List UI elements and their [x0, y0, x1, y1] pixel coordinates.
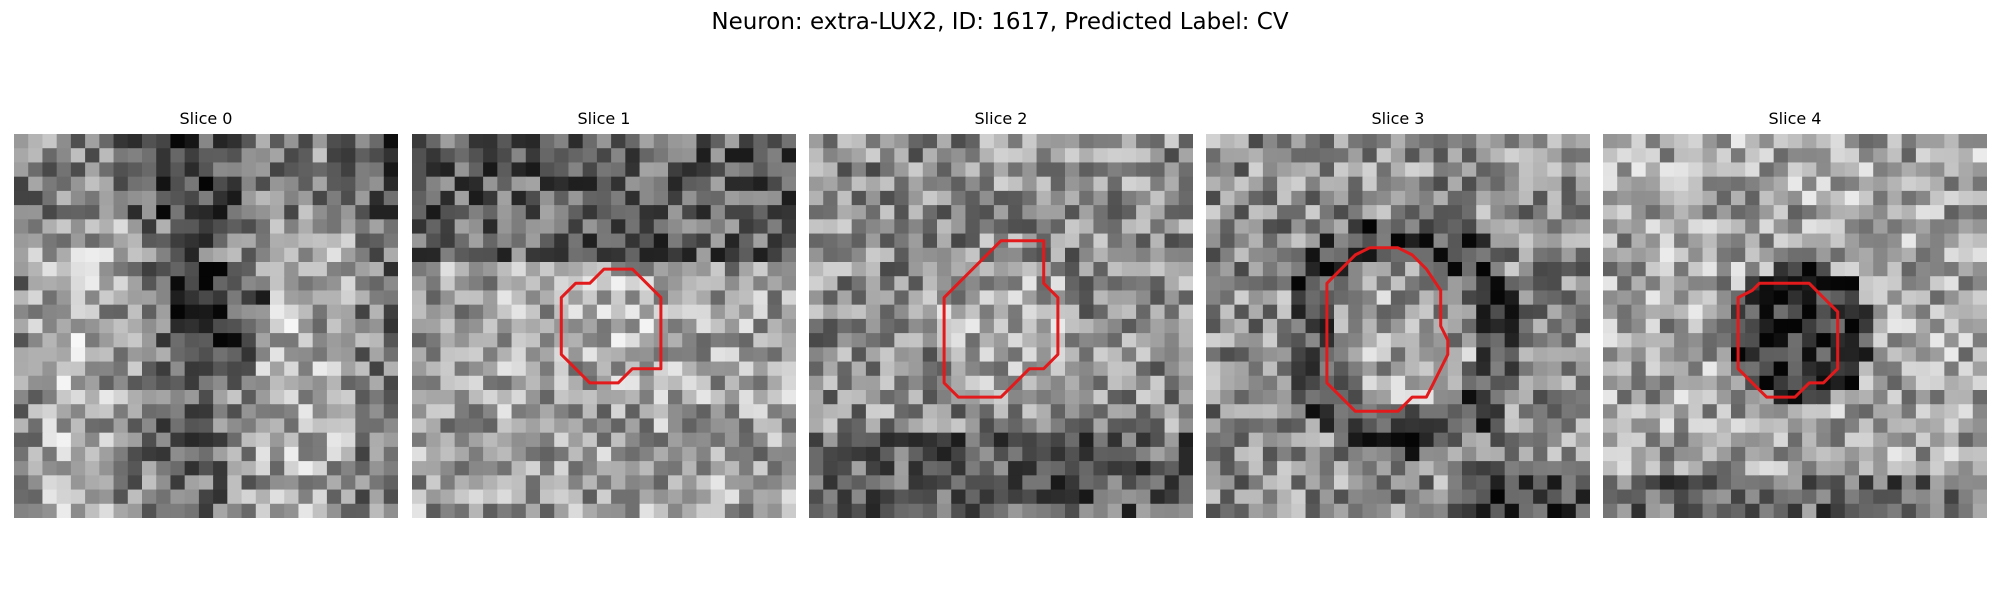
slice-title-2: Slice 2	[974, 109, 1028, 128]
roi-outline-3	[1325, 246, 1450, 413]
slice-panel-0: Slice 0	[14, 108, 398, 518]
slice-image-3	[1206, 134, 1590, 518]
slice-image-4	[1603, 134, 1987, 518]
roi-outline-4	[1736, 281, 1840, 399]
slice-image-1	[412, 134, 796, 518]
slice-panel-3: Slice 3	[1206, 108, 1590, 518]
roi-outline-2	[942, 239, 1060, 399]
slice-title-0: Slice 0	[179, 109, 233, 128]
slice-image-0	[14, 134, 398, 518]
roi-outline-1	[559, 267, 663, 385]
slice-panel-2: Slice 2	[809, 108, 1193, 518]
slice-title-3: Slice 3	[1371, 109, 1425, 128]
figure-title: Neuron: extra-LUX2, ID: 1617, Predicted …	[711, 9, 1289, 35]
slice-title-4: Slice 4	[1768, 109, 1822, 128]
slice-title-1: Slice 1	[577, 109, 631, 128]
slice-panel-1: Slice 1	[412, 108, 796, 518]
slice-image-2	[809, 134, 1193, 518]
slice-panel-4: Slice 4	[1603, 108, 1987, 518]
